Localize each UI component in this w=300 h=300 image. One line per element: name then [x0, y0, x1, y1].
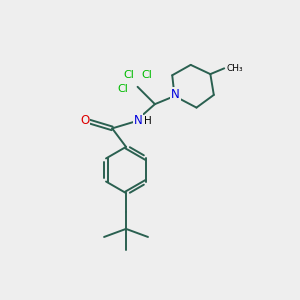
Text: Cl: Cl	[123, 70, 134, 80]
Text: N: N	[134, 114, 142, 127]
Text: Cl: Cl	[141, 70, 152, 80]
Text: H: H	[144, 116, 152, 126]
Text: N: N	[171, 88, 180, 101]
Text: CH₃: CH₃	[226, 64, 243, 73]
Text: O: O	[80, 114, 89, 127]
Text: Cl: Cl	[118, 84, 129, 94]
